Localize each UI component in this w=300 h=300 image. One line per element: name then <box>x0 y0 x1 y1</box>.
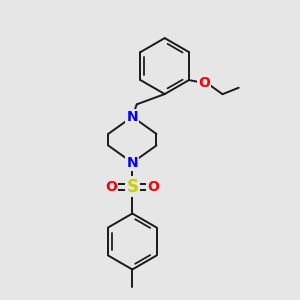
Text: O: O <box>148 180 160 194</box>
Text: O: O <box>198 76 210 90</box>
Text: S: S <box>126 178 138 196</box>
Text: N: N <box>127 156 138 170</box>
Text: O: O <box>105 180 117 194</box>
Text: N: N <box>127 110 138 124</box>
